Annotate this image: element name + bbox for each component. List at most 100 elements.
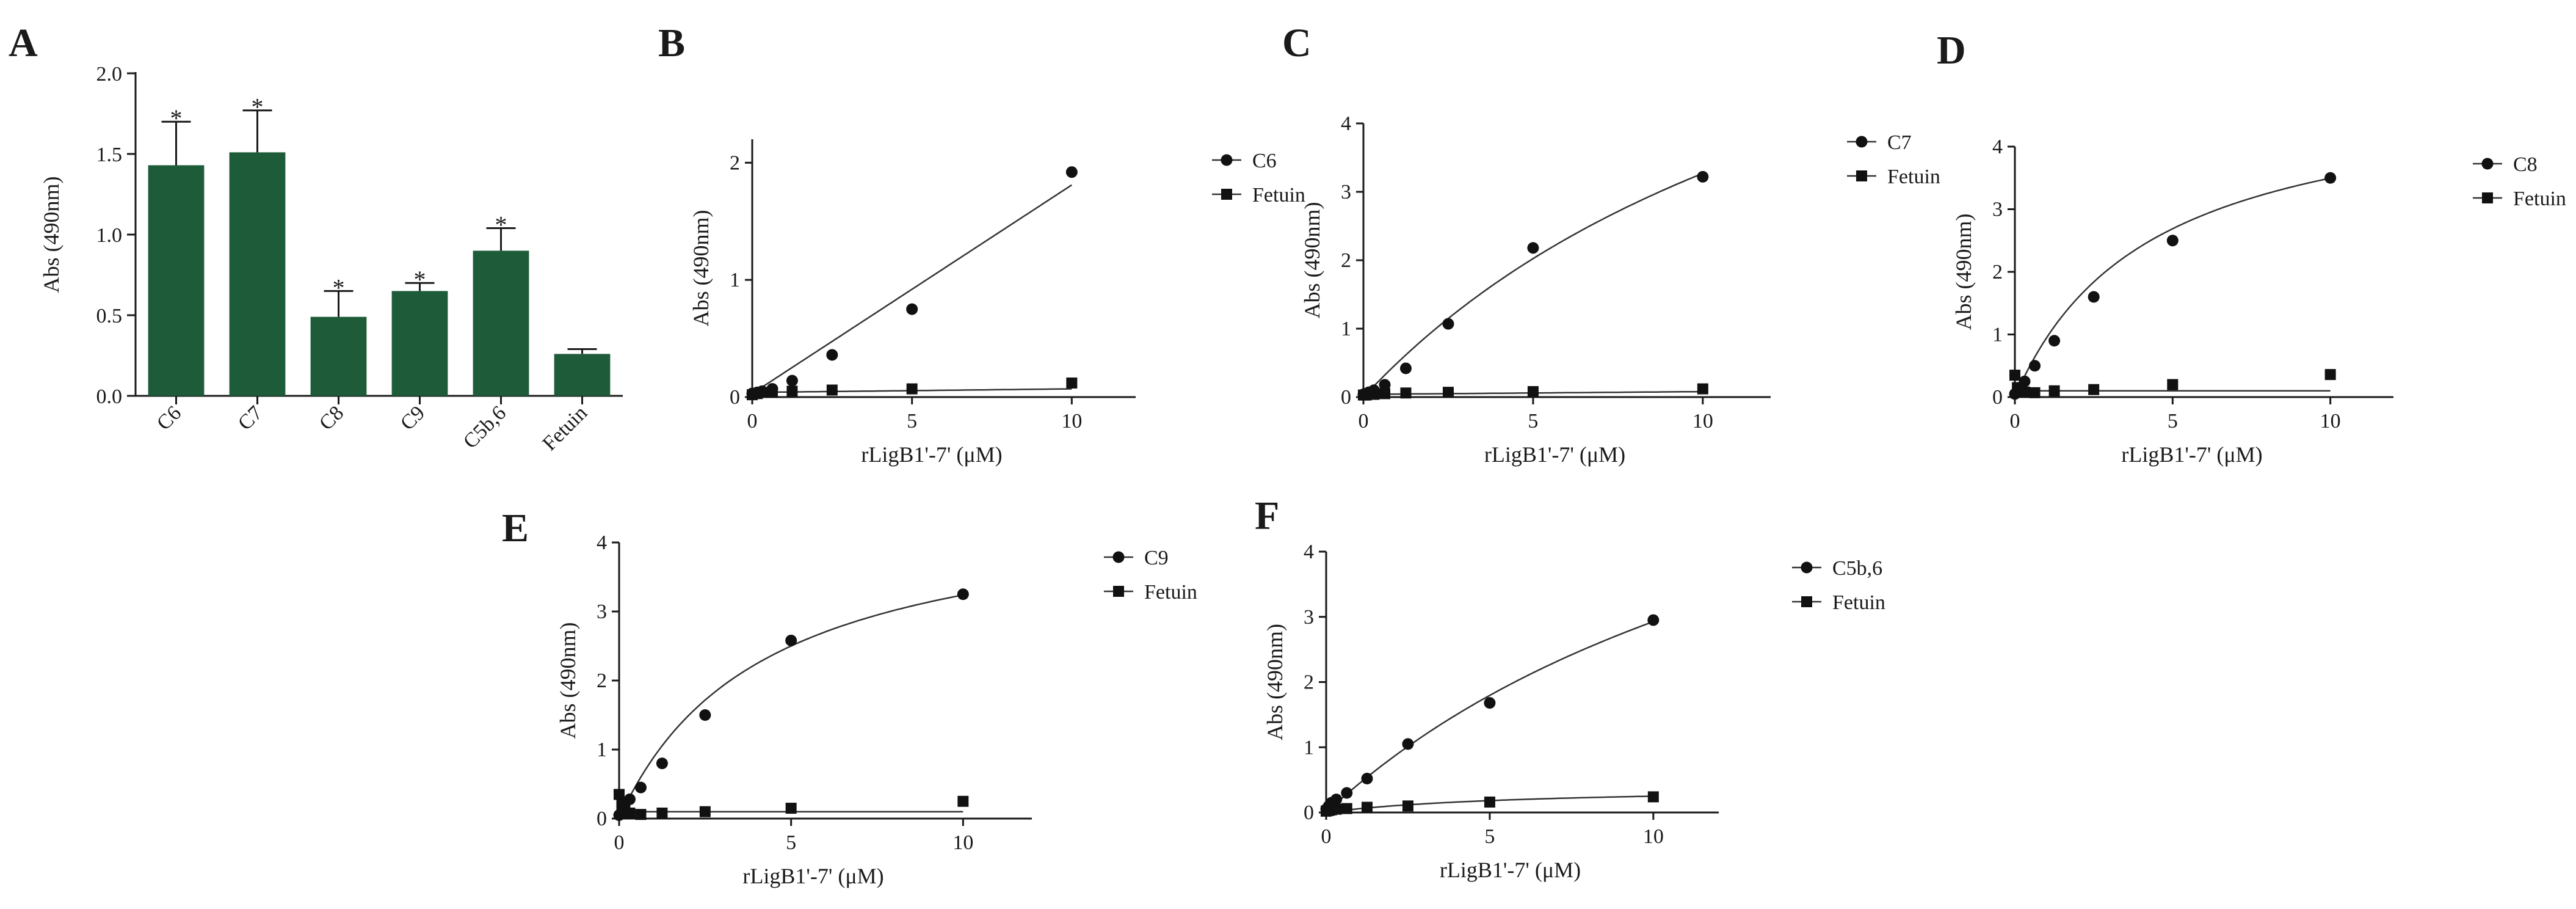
panel-label-d: D [1937,28,1966,73]
y-tick-label: 1 [730,269,740,291]
y-tick-label: 0 [1341,386,1351,409]
x-tick-label: 5 [1528,410,1538,433]
data-point-square [2167,379,2179,390]
legend-label: Fetuin [1252,184,1305,206]
chart-panel-f: 0 1 2 3 4 0 5 10 rLigB1'-7' (μM) Abs (490nm) C5b,6… [1263,541,1885,882]
y-tick-label: 1 [1992,324,2003,346]
data-point-square [1442,387,1454,398]
x-tick-label: C9 [396,401,429,434]
panel-label-f: F [1255,494,1279,538]
data-point-square [1379,388,1391,400]
legend-label: C5b,6 [1832,557,1882,580]
data-point-square [1361,801,1373,813]
y-tick-label: 0.0 [96,385,123,408]
y-tick-label: 2.0 [96,63,123,86]
data-point-square [699,806,711,817]
y-tick-label: 3 [597,601,607,623]
x-axis-title: rLigB1'-7' (μM) [1440,858,1581,882]
y-axis-title: Abs (490nm) [556,622,580,739]
legend-marker-square [1801,596,1812,607]
y-tick-label: 0 [1992,386,2003,409]
data-point-circle [2029,360,2041,372]
x-tick-label: 10 [1643,825,1664,848]
data-point-square [1527,386,1539,398]
data-point-square [635,809,647,820]
data-point-square [2048,385,2060,396]
data-point-square [766,387,778,398]
x-tick-label: 5 [1484,825,1495,848]
y-tick-label: 1.5 [96,144,123,166]
legend-label: Fetuin [2513,188,2566,210]
chart-panel-c: 0 1 2 3 4 0 5 10 rLigB1'-7' (μM) Abs (490nm) C7 Fet… [1300,112,1940,467]
significance-star: * [414,266,426,293]
data-point-square [1697,383,1708,395]
data-point-circle [786,374,798,387]
x-tick-label: 0 [747,410,758,433]
chart-panel-a: 0.0 0.5 1.0 1.5 2.0 Abs (490nm) * C6 * C7 * C8 * C9 * C… [39,63,623,455]
data-point-square [906,383,918,395]
x-tick-label: 5 [2168,410,2178,433]
legend-marker-square [2482,192,2493,203]
data-point-circle [957,588,969,601]
legend-marker-square [1856,170,1867,181]
data-point-circle [656,758,668,770]
y-tick-label: 0.5 [96,305,123,327]
data-point-circle [906,303,918,315]
y-tick-label: 4 [1304,541,1314,563]
data-point-circle [2166,235,2179,247]
y-tick-label: 0 [730,386,740,409]
legend-marker-circle [1112,551,1125,563]
data-point-circle [2048,335,2061,347]
y-tick-label: 1 [597,739,607,761]
y-axis-title: Abs (490nm) [1263,624,1287,740]
x-tick-label: 0 [1321,825,1332,848]
data-point-square [1066,377,1078,389]
y-tick-label: 1 [1304,736,1314,759]
fit-curve-c9 [618,594,963,819]
chart-panel-b: 0 1 2 0 5 10 rLigB1'-7' (μM) Abs (490nm) C6 Fetui… [689,139,1305,467]
x-tick-label: 10 [1693,410,1713,433]
data-point-square [1400,387,1412,399]
y-tick-label: 2 [730,152,740,174]
significance-star: * [495,211,507,238]
data-point-square [1402,800,1413,812]
x-tick-label: 10 [952,831,973,854]
y-tick-label: 0 [1304,801,1314,824]
data-point-circle [634,781,647,794]
y-tick-label: 4 [1992,136,2003,158]
legend-marker-square [1113,586,1124,597]
y-tick-label: 4 [1341,112,1351,135]
x-axis-title: rLigB1'-7' (μM) [861,442,1002,467]
x-tick-label: C5b,6 [459,401,510,453]
x-tick-label: 0 [1359,410,1369,433]
x-tick-label: 0 [614,831,625,854]
y-tick-label: 2 [1304,671,1314,694]
fit-curve-c7 [1363,172,1703,398]
bar [148,165,205,396]
data-point-circle [1399,362,1412,374]
data-point-square [756,387,768,398]
data-point-square [624,807,636,819]
data-point-circle [1647,614,1660,626]
y-axis-title: Abs (490nm) [689,210,713,327]
y-tick-label: 2 [1341,249,1351,272]
legend-marker-square [1221,189,1232,200]
data-point-circle [1330,794,1343,806]
y-axis-title: Abs (490nm) [39,177,63,293]
chart-panel-e: 0 1 2 3 4 0 5 10 rLigB1'-7' (μM) Abs (490nm) C9 Fet… [556,531,1197,888]
legend-label: Fetuin [1144,581,1197,604]
legend-marker-circle [2481,158,2494,170]
x-axis-title: rLigB1'-7' (μM) [1484,442,1625,467]
x-tick-label: 5 [907,410,917,433]
y-tick-label: 3 [1992,199,2003,221]
x-axis-title: rLigB1'-7' (μM) [2121,442,2262,467]
data-point-square [1484,796,1495,808]
y-tick-label: 3 [1341,181,1351,203]
y-tick-label: 1 [1341,318,1351,340]
legend-label: Fetuin [1887,166,1940,188]
y-tick-label: 1.0 [96,224,123,247]
fit-curve-c8 [2014,177,2331,398]
data-point-square [2019,386,2031,398]
data-point-circle [1527,242,1539,254]
y-tick-label: 0 [597,808,607,830]
